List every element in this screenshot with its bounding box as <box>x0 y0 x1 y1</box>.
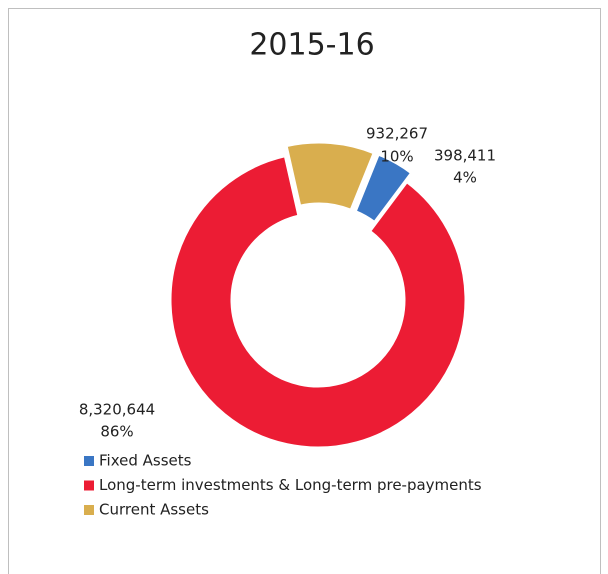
legend-label: Current Assets <box>99 501 209 519</box>
value-label: 398,411 <box>434 147 496 165</box>
legend-swatch <box>84 456 94 466</box>
frame <box>8 8 601 574</box>
legend-swatch <box>84 505 94 515</box>
percent-label: 10% <box>380 148 413 166</box>
legend-label: Long-term investments & Long-term pre-pa… <box>99 476 482 494</box>
value-label: 932,267 <box>366 125 428 143</box>
chart-title: 2015-16 <box>249 28 374 63</box>
percent-label: 86% <box>100 423 133 441</box>
value-label: 8,320,644 <box>79 401 155 419</box>
donut-slice <box>284 140 377 213</box>
legend-swatch <box>84 480 94 491</box>
legend-label: Fixed Assets <box>99 452 192 470</box>
donut-slice <box>168 153 468 450</box>
percent-label: 4% <box>453 169 477 187</box>
